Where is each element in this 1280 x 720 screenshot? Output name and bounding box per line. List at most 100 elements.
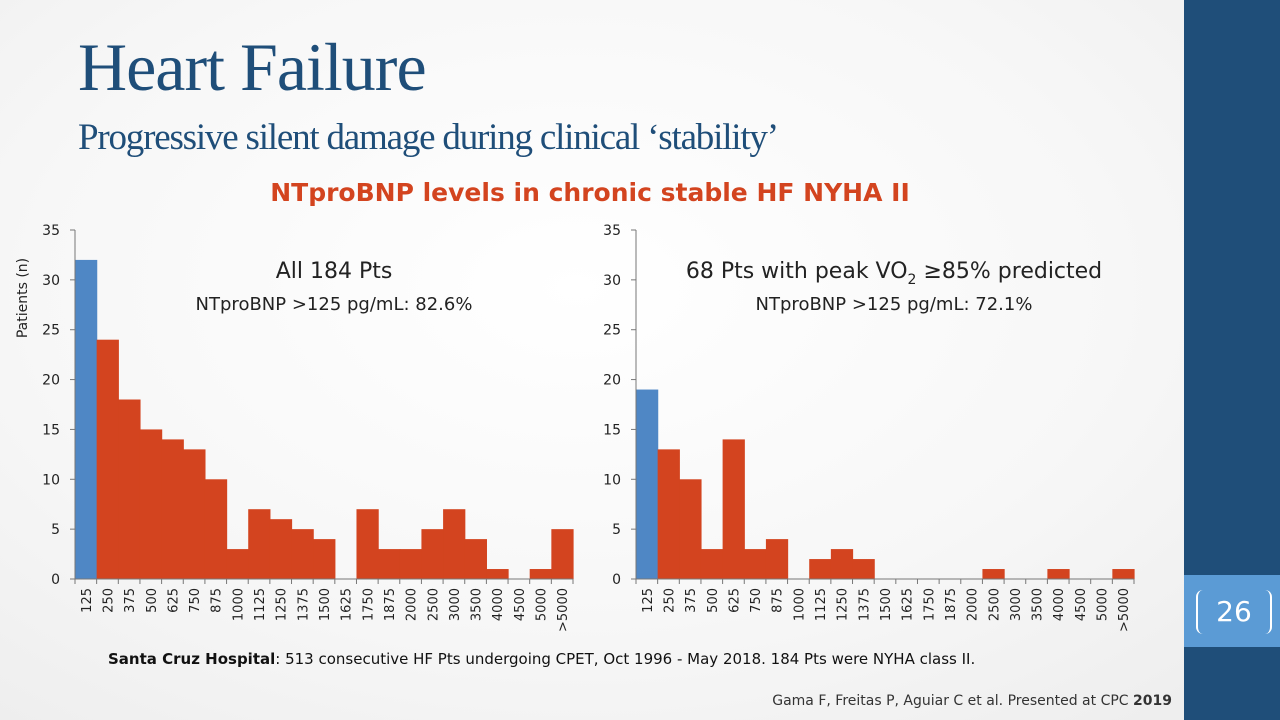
chart-2-x-tick-label: 1500 xyxy=(879,588,894,621)
chart-2-x-tick-label: 3000 xyxy=(1009,588,1024,621)
chart-2-y-tick-label: 0 xyxy=(612,572,621,588)
chart-1-bar-5000 xyxy=(529,569,552,579)
chart-2-x-tick-label: 1875 xyxy=(944,588,959,621)
chart-2-y-tick-label: 10 xyxy=(603,472,621,488)
chart-1-bar-125 xyxy=(75,259,98,579)
footer-citation: Gama F, Freitas P, Aguiar C et al. Prese… xyxy=(772,693,1172,709)
chart-1-bar-2500 xyxy=(421,529,444,579)
y-axis-label: Patients (n) xyxy=(15,258,31,338)
chart-1-x-tick-label: 625 xyxy=(166,588,181,613)
citation-text: Gama F, Freitas P, Aguiar C et al. Prese… xyxy=(772,693,1134,709)
footer-source: Santa Cruz Hospital: 513 consecutive HF … xyxy=(108,650,975,668)
chart-2-bar-1125 xyxy=(809,559,832,579)
chart-1-bar-1375 xyxy=(291,529,314,579)
chart-2-x-tick-label: 5000 xyxy=(1096,588,1111,621)
chart-1-x-tick-label: 1875 xyxy=(383,588,398,621)
chart-2-x-tick-label: 500 xyxy=(706,588,721,613)
chart-1-bar-250 xyxy=(96,339,119,579)
chart-2-bar-250 xyxy=(657,449,680,579)
chart2-annotation-line1: 68 Pts with peak VO2 ≥85% predicted xyxy=(686,259,1102,288)
chart-1-bar-1000 xyxy=(226,549,249,579)
chart-2-x-tick-label: >5000 xyxy=(1117,588,1132,632)
chart-heading: NTproBNP levels in chronic stable HF NYH… xyxy=(270,178,910,207)
chart-1-x-tick-label: 2000 xyxy=(405,588,420,621)
footer-source-bold: Santa Cruz Hospital xyxy=(108,650,276,668)
chart-2-bar-125 xyxy=(636,389,659,579)
chart-1-bar-500 xyxy=(139,429,163,579)
chart-2-x-tick-label: 1625 xyxy=(901,588,916,621)
chart-1-y-tick-label: 5 xyxy=(51,522,60,538)
chart-2-y-tick-label: 20 xyxy=(603,373,621,389)
chart-1-bar-3500 xyxy=(464,539,487,579)
chart-1-y-tick-label: 20 xyxy=(42,373,60,389)
chart-1-plot: 0 5 10 15 20 25 30 35 125 250 375 500 625 750 875 1000 1… xyxy=(42,223,574,632)
chart-2-x-tick-label: 3500 xyxy=(1031,588,1046,621)
chart-2-x-tick-label: 1250 xyxy=(836,588,851,621)
chart-2-x-tick-label: 1750 xyxy=(922,588,937,621)
chart-1-x-tick-label: 750 xyxy=(188,588,203,613)
chart-2-y-tick-label: 25 xyxy=(603,323,621,339)
chart-1-x-tick-label: 375 xyxy=(123,588,138,613)
chart-2-x-tick-label: 1375 xyxy=(857,588,872,621)
chart-2-bar-750 xyxy=(744,549,767,579)
chart-1-x-tick-label: 2500 xyxy=(426,588,441,621)
chart2-annotation-pre: 68 Pts with peak VO xyxy=(686,259,908,284)
chart-1-bar->5000 xyxy=(551,529,574,579)
chart-2-bar-4000 xyxy=(1047,569,1070,579)
chart-1-x-tick-label: >5000 xyxy=(556,588,571,632)
chart2-annotation-post: ≥85% predicted xyxy=(916,259,1102,284)
chart-1-bar-1125 xyxy=(248,509,271,579)
chart-2-x-tick-label: 2500 xyxy=(987,588,1002,621)
chart-1-y-tick-label: 25 xyxy=(42,323,60,339)
chart-1-x-tick-label: 1125 xyxy=(253,588,268,621)
chart-2-bar-1250 xyxy=(830,549,854,579)
chart-2-x-tick-label: 1125 xyxy=(814,588,829,621)
chart-1-x-tick-label: 5000 xyxy=(535,588,550,621)
chart-2-x-tick-label: 625 xyxy=(727,588,742,613)
chart-1-x-tick-label: 1250 xyxy=(275,588,290,621)
chart-1-x-tick-label: 3000 xyxy=(448,588,463,621)
chart-1-y-tick-label: 0 xyxy=(51,572,60,588)
page-number-box xyxy=(1184,575,1280,647)
chart-1-x-tick-label: 1000 xyxy=(231,588,246,621)
chart-1-y-tick-label: 10 xyxy=(42,472,60,488)
chart-2-y-tick-label: 5 xyxy=(612,522,621,538)
chart-2-x-tick-label: 2000 xyxy=(966,588,981,621)
chart-1-y-tick-label: 15 xyxy=(42,422,60,438)
chart-1-bar-625 xyxy=(161,439,184,579)
chart-1-x-tick-label: 1500 xyxy=(318,588,333,621)
chart1-annotation-line1: All 184 Pts xyxy=(276,259,393,284)
chart-1-x-tick-label: 125 xyxy=(80,588,95,613)
chart-2-bar-500 xyxy=(700,549,724,579)
footer-source-rest: : 513 consecutive HF Pts undergoing CPET… xyxy=(275,650,976,668)
chart-1-x-tick-label: 3500 xyxy=(470,588,485,621)
chart-1-x-tick-label: 4000 xyxy=(491,588,506,621)
chart-1-x-tick-label: 875 xyxy=(210,588,225,613)
chart-1-x-tick-label: 1625 xyxy=(340,588,355,621)
chart-1-y-tick-label: 35 xyxy=(42,223,60,239)
chart-2-bar-1375 xyxy=(852,559,875,579)
chart2-annotation-sub: 2 xyxy=(908,272,917,288)
chart-1-bar-1750 xyxy=(356,509,379,579)
chart-2-x-tick-label: 1000 xyxy=(792,588,807,621)
page-number: 26 xyxy=(1196,590,1272,634)
slide-title: Heart Failure xyxy=(78,29,427,105)
chart-2-y-tick-label: 15 xyxy=(603,422,621,438)
chart-1-bar-1250 xyxy=(269,519,293,579)
chart-2-y-tick-label: 35 xyxy=(603,223,621,239)
chart-1-bar-4000 xyxy=(486,569,509,579)
chart-1-bar-375 xyxy=(118,399,141,579)
chart-2-bar-375 xyxy=(679,479,702,579)
chart-2-plot: 0 5 10 15 20 25 30 35 125 250 375 500 625 750 875 1000 1… xyxy=(603,223,1135,632)
chart-1-bar-3000 xyxy=(443,509,466,579)
citation-year: 2019 xyxy=(1133,693,1172,709)
chart-2-x-tick-label: 4500 xyxy=(1074,588,1089,621)
chart2-annotation-line2: NTproBNP >125 pg/mL: 72.1% xyxy=(756,294,1033,315)
chart-1-bar-750 xyxy=(183,449,206,579)
chart-1-bar-2000 xyxy=(399,549,423,579)
chart-1-x-tick-label: 1375 xyxy=(296,588,311,621)
charts-canvas: Patients (n) All 184 Pts NTproBNP >125 p… xyxy=(15,223,1135,632)
chart-2-bar-625 xyxy=(722,439,745,579)
chart-1-x-tick-label: 1750 xyxy=(361,588,376,621)
chart-2-bar-875 xyxy=(765,539,789,579)
